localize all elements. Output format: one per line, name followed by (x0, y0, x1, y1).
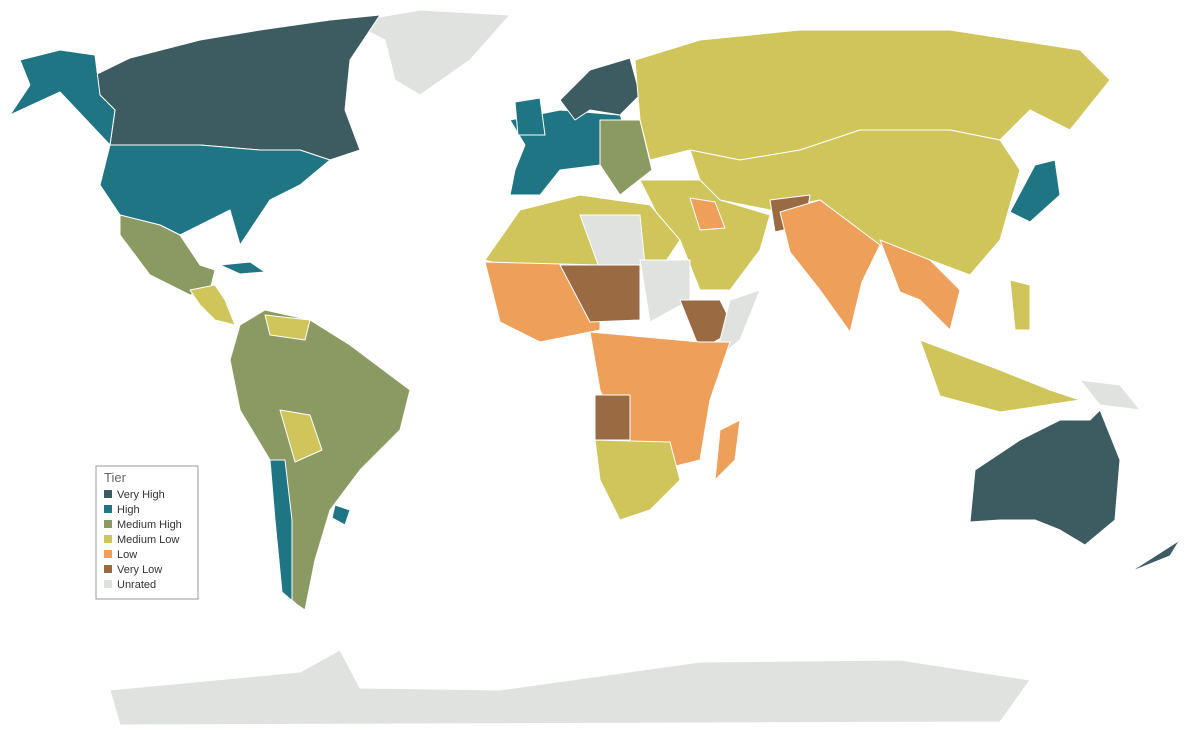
legend-label: Low (117, 549, 137, 561)
angola (594, 394, 631, 441)
legend-title: Tier (104, 470, 127, 485)
legend-label: High (117, 504, 140, 516)
papua (1079, 379, 1141, 411)
japan (1009, 159, 1061, 223)
central-east-asia (689, 129, 1021, 276)
legend-label: Unrated (117, 579, 156, 591)
legend-swatch (104, 565, 112, 573)
legend-swatch (104, 505, 112, 513)
venezuela (264, 314, 311, 341)
southern-africa (594, 439, 681, 521)
philippines (1009, 279, 1031, 331)
iraq (689, 197, 726, 231)
chile (269, 459, 306, 613)
legend-label: Medium High (117, 519, 182, 531)
north-africa (484, 194, 681, 271)
legend-swatch (104, 580, 112, 588)
legend-swatch (104, 535, 112, 543)
antarctica (109, 649, 1031, 726)
legend: Tier Very High High Medium High Medium Low L… (95, 465, 199, 600)
sahel (559, 264, 641, 323)
legend-label: Medium Low (117, 534, 179, 546)
mexico (119, 214, 216, 296)
bolivia (279, 409, 323, 463)
legend-swatch (104, 520, 112, 528)
canada (94, 14, 381, 161)
uruguay (331, 504, 351, 526)
indonesia (919, 339, 1081, 413)
southeast-asia (879, 239, 961, 331)
new-zealand (1129, 519, 1193, 573)
legend-items: Very High High Medium High Medium Low Low Ver… (104, 489, 182, 591)
caribbean (219, 261, 266, 275)
greenland (349, 9, 511, 96)
india (779, 199, 881, 333)
central-america (189, 284, 236, 326)
legend-label: Very Low (117, 564, 162, 576)
madagascar (714, 419, 741, 481)
alaska (9, 49, 116, 146)
eastern-europe (599, 119, 653, 196)
australia (969, 409, 1121, 546)
legend-swatch (104, 490, 112, 498)
sudan (639, 259, 691, 323)
south-america (229, 309, 411, 611)
legend-label: Very High (117, 489, 165, 501)
uk (514, 97, 546, 136)
map-regions (9, 9, 1193, 726)
scandinavia (559, 57, 641, 121)
legend-box (95, 465, 199, 600)
legend-swatch (104, 550, 112, 558)
